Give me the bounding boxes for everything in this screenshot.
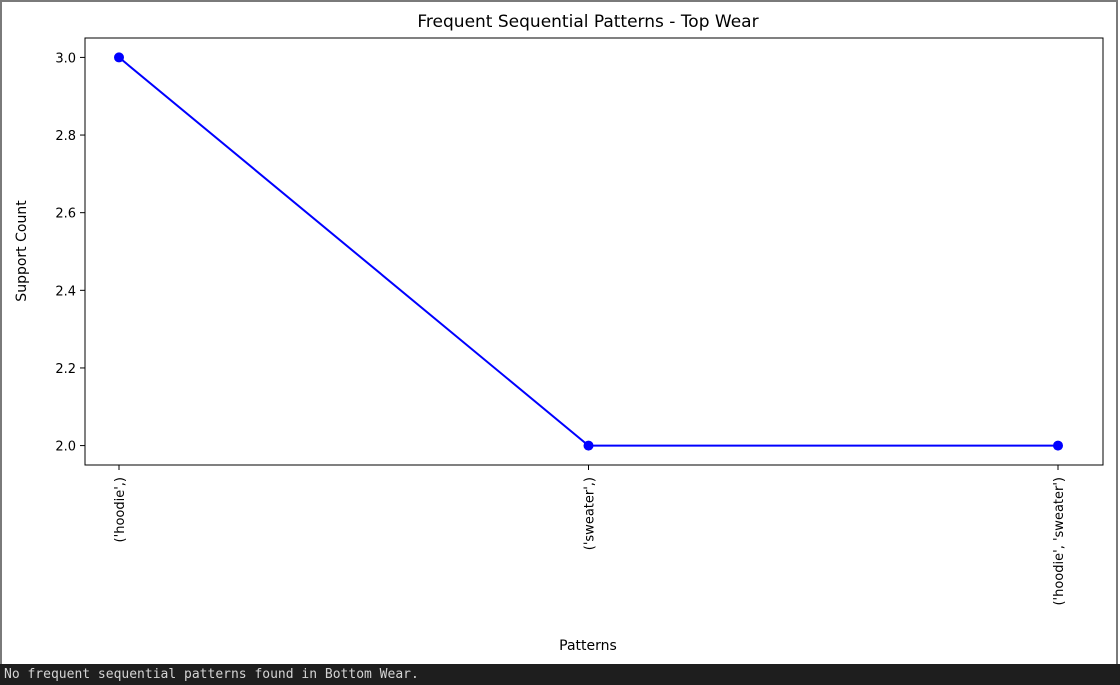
y-tick-label: 2.2 <box>55 362 76 377</box>
y-tick-label: 2.0 <box>55 440 76 455</box>
x-axis-label: Patterns <box>559 638 617 654</box>
chart-title: Frequent Sequential Patterns - Top Wear <box>417 12 758 32</box>
y-tick-label: 2.8 <box>55 129 76 144</box>
y-tick-label: 3.0 <box>55 51 76 66</box>
line-chart: Frequent Sequential Patterns - Top Wear … <box>14 12 1104 654</box>
data-point <box>1053 440 1063 451</box>
series-line <box>118 56 1058 447</box>
series-layer <box>114 52 1063 451</box>
data-point <box>114 52 124 63</box>
plot-area <box>84 37 1104 466</box>
data-point <box>583 440 594 451</box>
x-tick-label: ('hoodie',) <box>113 477 128 542</box>
y-tick-label: 2.6 <box>55 207 76 222</box>
y-tick-label: 2.4 <box>55 284 76 299</box>
x-axis: ('hoodie',) ('sweater',) ('hoodie', 'sweat… <box>113 465 1067 606</box>
x-tick-label: ('sweater',) <box>583 477 598 550</box>
y-axis-label: Support Count <box>14 200 30 302</box>
x-tick-label: ('hoodie', 'sweater') <box>1052 477 1067 606</box>
figure-frame <box>0 0 1118 664</box>
output-message: No frequent sequential patterns found in… <box>0 664 1120 685</box>
y-axis: 2.0 2.2 2.4 2.6 2.8 3.0 <box>55 51 85 455</box>
